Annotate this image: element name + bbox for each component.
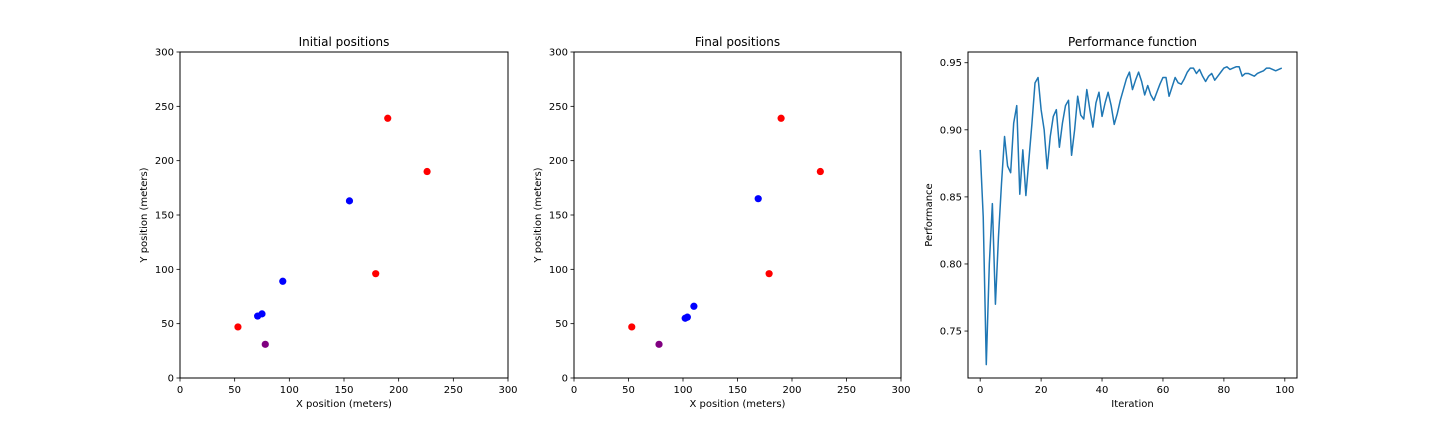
scatter-point (655, 340, 663, 348)
data-marks (628, 114, 824, 348)
scatter-point (258, 310, 266, 318)
y-tick-label: 0 (562, 374, 568, 385)
x-tick-label: 50 (622, 385, 635, 396)
y-tick-label: 100 (549, 265, 568, 276)
x-tick-label: 40 (1096, 385, 1109, 396)
scatter-point (234, 323, 242, 331)
scatter-point (423, 167, 431, 176)
y-tick-label: 200 (155, 156, 174, 167)
chart-title: Initial positions (299, 35, 390, 49)
scatter-point (384, 114, 392, 122)
x-axis-label: X position (meters) (690, 399, 786, 410)
y-tick-label: 0.90 (940, 125, 962, 136)
plot-frame (573, 51, 902, 379)
scatter-point (628, 323, 636, 331)
scatter-point (683, 313, 691, 321)
scatter-point (754, 195, 762, 203)
scatter-point (816, 167, 824, 176)
x-tick-label: 150 (334, 385, 353, 396)
data-marks (979, 66, 1283, 366)
axis-ticks: 0 50 100 150 200 250 300 0 50 100 150 200 250 300 (155, 48, 518, 397)
y-tick-label: 50 (161, 319, 174, 330)
y-tick-label: 150 (155, 211, 174, 222)
x-tick-label: 0 (571, 385, 577, 396)
y-axis-label: Performance (924, 183, 935, 246)
y-tick-label: 100 (155, 265, 174, 276)
axis-ticks: 0 20 40 60 80 100 0.75 0.80 0.85 0.90 0.95 (940, 58, 1295, 396)
series-line (979, 66, 1283, 366)
y-tick-label: 250 (155, 102, 174, 113)
scatter-point (765, 270, 773, 278)
x-tick-label: 100 (673, 385, 692, 396)
y-axis-label: Y position (meters) (139, 167, 150, 263)
x-tick-label: 300 (498, 385, 517, 396)
y-tick-label: 200 (549, 156, 568, 167)
y-tick-label: 0 (168, 374, 174, 385)
initial-positions-chart: Initial positions X position (meters) Y … (139, 35, 518, 410)
y-tick-label: 150 (549, 211, 568, 222)
scatter-point (777, 114, 785, 122)
x-tick-label: 0 (977, 385, 983, 396)
chart-title: Final positions (695, 35, 780, 49)
y-tick-label: 0.80 (940, 259, 962, 270)
x-tick-label: 100 (280, 385, 299, 396)
x-tick-label: 50 (228, 385, 241, 396)
x-tick-label: 250 (444, 385, 463, 396)
performance-function-chart: Performance function Iteration Performan… (924, 35, 1298, 410)
chart-title: Performance function (1068, 35, 1197, 49)
scatter-point (261, 340, 269, 348)
y-tick-label: 0.75 (940, 327, 962, 338)
x-tick-label: 0 (177, 385, 183, 396)
scatter-point (372, 270, 380, 278)
x-tick-label: 100 (1275, 385, 1294, 396)
x-axis-label: Iteration (1111, 399, 1153, 410)
y-tick-label: 0.95 (940, 58, 962, 69)
x-axis-label: X position (meters) (296, 399, 392, 410)
scatter-point (690, 302, 698, 310)
y-tick-label: 250 (549, 102, 568, 113)
y-tick-label: 300 (155, 48, 174, 59)
scatter-point (279, 277, 287, 285)
x-tick-label: 250 (837, 385, 856, 396)
y-axis-label: Y position (meters) (533, 167, 544, 263)
x-tick-label: 300 (891, 385, 910, 396)
x-tick-label: 200 (782, 385, 801, 396)
plot-frame (179, 51, 509, 379)
y-tick-label: 300 (549, 48, 568, 59)
x-tick-label: 200 (389, 385, 408, 396)
final-positions-chart: Final positions X position (meters) Y po… (533, 35, 911, 410)
scatter-point (345, 197, 354, 205)
axis-ticks: 0 50 100 150 200 250 300 0 50 100 150 200 250 300 (549, 48, 911, 397)
x-tick-label: 80 (1218, 385, 1231, 396)
x-tick-label: 20 (1035, 385, 1048, 396)
y-tick-label: 0.85 (940, 192, 962, 203)
x-tick-label: 60 (1157, 385, 1170, 396)
data-marks (234, 114, 431, 348)
y-tick-label: 50 (555, 319, 568, 330)
x-tick-label: 150 (728, 385, 747, 396)
plot-frame (967, 51, 1298, 379)
